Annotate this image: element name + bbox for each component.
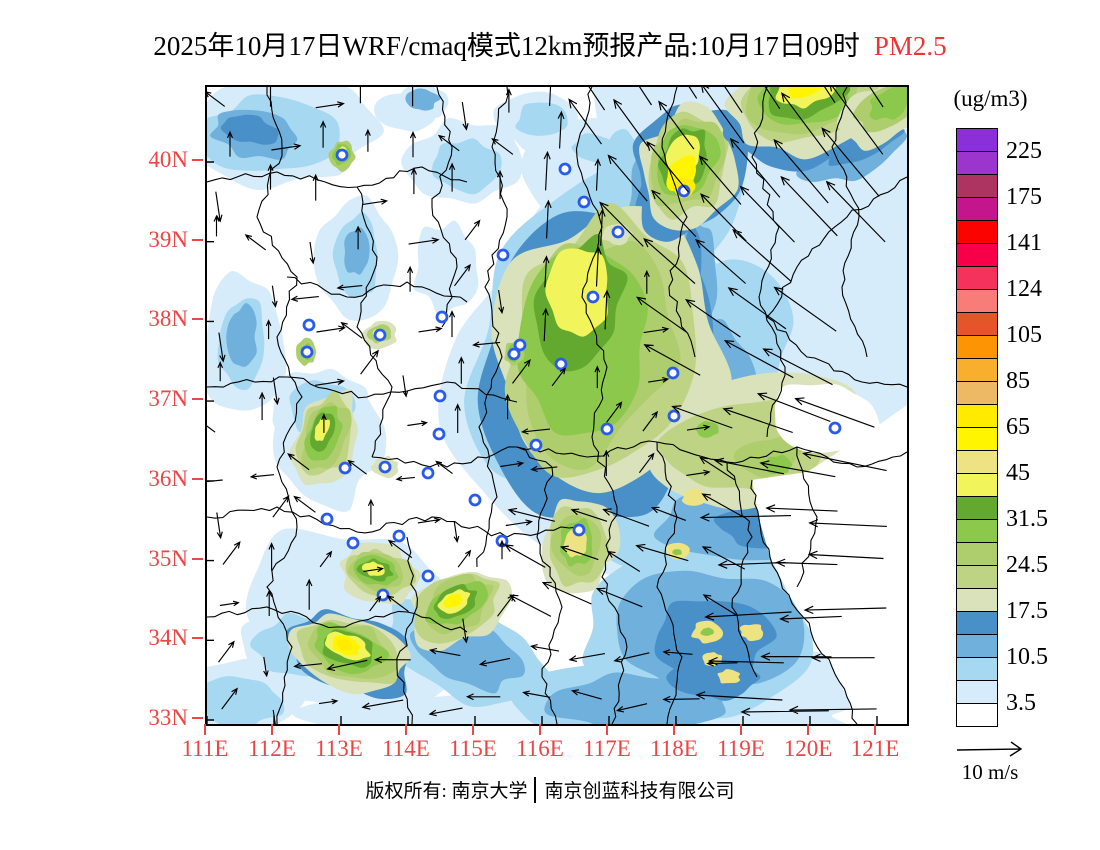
colorbar-cell	[956, 519, 998, 543]
colorbar	[956, 128, 998, 727]
colorbar-cell	[956, 565, 998, 589]
title-text: 2025年10月17日WRF/cmaq模式12km预报产品:10月17日09时	[153, 31, 860, 61]
wind-legend-arrow	[956, 741, 1023, 757]
lon-tick	[338, 724, 340, 735]
lat-label: 36N	[148, 465, 188, 491]
copyright-company: 南京创蓝科技有限公司	[544, 781, 735, 802]
colorbar-cell	[956, 657, 998, 681]
colorbar-tick-label: 175	[1006, 184, 1042, 210]
footer-divider	[533, 776, 536, 803]
colorbar-cell	[956, 289, 998, 313]
lat-label: 39N	[148, 226, 188, 252]
colorbar-cell	[956, 174, 998, 198]
title-species: PM2.5	[873, 31, 947, 61]
page-title: 2025年10月17日WRF/cmaq模式12km预报产品:10月17日09时 P…	[0, 24, 1100, 63]
wind-arrows	[207, 87, 887, 724]
lon-label: 119E	[717, 736, 765, 761]
colorbar-tick-label: 105	[1006, 322, 1042, 348]
lon-tick	[740, 724, 742, 735]
lat-label: 34N	[148, 625, 188, 651]
lat-tick	[192, 637, 203, 640]
colorbar-cell	[956, 427, 998, 451]
colorbar-cell	[956, 312, 998, 336]
colorbar-cell	[956, 473, 998, 497]
lon-label: 118E	[650, 736, 698, 761]
colorbar-cell	[956, 450, 998, 474]
lon-tick	[606, 724, 608, 735]
lon-label: 115E	[449, 736, 497, 761]
lon-tick	[204, 724, 206, 735]
lon-tick	[807, 724, 809, 735]
colorbar-cell	[956, 335, 998, 359]
colorbar-cell	[956, 151, 998, 175]
lon-label: 112E	[248, 736, 296, 761]
colorbar-cell	[956, 496, 998, 520]
lon-label: 113E	[315, 736, 363, 761]
colorbar-tick-label: 3.5	[1006, 690, 1036, 716]
wind-legend-label: 10 m/s	[961, 760, 1019, 784]
colorbar-cell	[956, 703, 998, 727]
city-markers	[300, 148, 842, 602]
colorbar-cell	[956, 611, 998, 635]
lat-tick	[192, 238, 203, 241]
lon-tick	[874, 724, 876, 735]
lat-tick	[192, 477, 203, 480]
colorbar-cell	[956, 266, 998, 290]
forecast-map-svg	[207, 87, 907, 724]
colorbar-tick-label: 85	[1006, 368, 1030, 394]
lat-label: 37N	[148, 386, 188, 412]
colorbar-cell	[956, 358, 998, 382]
colorbar-cell	[956, 197, 998, 221]
lat-tick	[192, 717, 203, 719]
lon-label: 120E	[783, 736, 833, 761]
lon-label: 117E	[583, 736, 631, 761]
lat-tick	[192, 318, 203, 321]
colorbar-tick-label: 225	[1006, 138, 1042, 164]
concentration-contours	[207, 87, 907, 724]
colorbar-tick-label: 141	[1006, 230, 1042, 256]
colorbar-cell	[956, 243, 998, 267]
colorbar-cell	[956, 680, 998, 704]
forecast-map	[205, 85, 909, 726]
lon-tick	[405, 724, 407, 735]
lat-tick	[192, 159, 203, 161]
map-layers	[207, 87, 907, 724]
colorbar-cell	[956, 381, 998, 405]
colorbar-cell	[956, 634, 998, 658]
lat-tick	[192, 557, 203, 560]
colorbar-cell	[956, 220, 998, 244]
lon-tick	[271, 724, 273, 735]
colorbar-unit-label: (ug/m3)	[953, 86, 1028, 111]
lon-label: 116E	[516, 736, 564, 761]
lat-tick	[192, 398, 203, 401]
lon-label: 111E	[181, 736, 229, 761]
colorbar-tick-label: 124	[1006, 276, 1042, 302]
colorbar-tick-label: 10.5	[1006, 644, 1048, 670]
lon-label: 121E	[850, 736, 900, 761]
colorbar-cell	[956, 404, 998, 428]
lon-tick	[472, 724, 474, 735]
lat-label: 40N	[148, 147, 188, 172]
colorbar-tick-label: 65	[1006, 414, 1030, 440]
colorbar-tick-label: 17.5	[1006, 598, 1048, 624]
lon-tick	[539, 724, 541, 735]
colorbar-cell	[956, 542, 998, 566]
colorbar-tick-label: 24.5	[1006, 552, 1048, 578]
colorbar-cell	[956, 128, 998, 152]
copyright-owner: 版权所有: 南京大学	[365, 781, 528, 802]
lat-label: 33N	[148, 705, 188, 730]
lat-label: 38N	[148, 306, 188, 332]
lat-label: 35N	[148, 545, 188, 571]
colorbar-cell	[956, 588, 998, 612]
lon-label: 114E	[382, 736, 430, 761]
colorbar-tick-label: 45	[1006, 460, 1030, 486]
lon-tick	[673, 724, 675, 735]
copyright-footer: 版权所有: 南京大学 南京创蓝科技有限公司	[0, 776, 1100, 803]
colorbar-tick-label: 31.5	[1006, 506, 1048, 532]
